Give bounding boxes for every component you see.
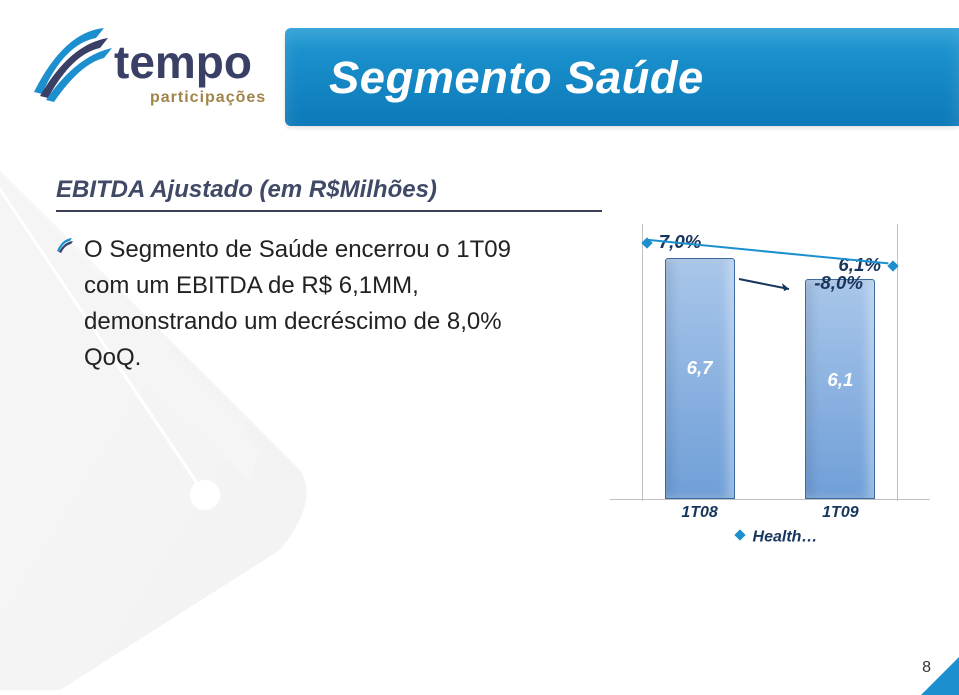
chart-change-label: -8,0%	[735, 272, 863, 294]
subtitle-block: EBITDA Ajustado (em R$Milhões)	[56, 176, 602, 212]
chart-x-labels: 1T08 1T09	[610, 504, 930, 526]
pen-nib-watermark	[0, 150, 360, 690]
diamond-icon	[886, 259, 900, 273]
chart-percent-label: 7,0%	[659, 231, 702, 252]
banner-title: Segmento Saúde	[285, 28, 959, 104]
chart-legend-text: Health…	[753, 529, 818, 546]
pen-nib-svg	[0, 150, 360, 690]
chart-change-value: -8,0%	[814, 272, 863, 293]
chart-x-label: 1T09	[800, 504, 880, 522]
ebitda-bar-chart: 6,7 6,1 7,0% 6,1% -8,0% 1T08 1T09	[610, 220, 930, 550]
chart-bar-value: 6,1	[806, 369, 874, 391]
chart-percent-marker: 7,0%	[640, 231, 702, 253]
subtitle-rule	[56, 210, 602, 212]
logo-main-text: tempo	[114, 36, 252, 88]
chart-bar-value: 6,7	[666, 357, 734, 379]
body-text: O Segmento de Saúde encerrou o 1T09 com …	[84, 232, 556, 376]
body-block: O Segmento de Saúde encerrou o 1T09 com …	[56, 232, 556, 376]
title-banner: Segmento Saúde	[285, 28, 959, 126]
down-arrow-icon	[735, 275, 805, 293]
chart-tick	[642, 495, 643, 501]
chart-axis-tick-left	[642, 224, 643, 499]
logo-sub-text: participações	[150, 89, 266, 106]
subtitle-text: EBITDA Ajustado (em R$Milhões)	[56, 176, 602, 204]
diamond-icon	[640, 236, 654, 250]
bullet-swoosh-icon	[56, 236, 74, 259]
chart-legend: Health…	[610, 528, 930, 547]
chart-plot-area: 6,7 6,1 7,0% 6,1% -8,0%	[610, 230, 930, 500]
chart-x-label: 1T08	[660, 504, 740, 522]
chart-tick	[897, 495, 898, 501]
chart-bar: 6,1	[805, 279, 875, 499]
diamond-icon	[733, 528, 747, 547]
chart-bar: 6,7	[665, 258, 735, 499]
tempo-logo: tempo participações	[30, 16, 280, 126]
page-number: 8	[922, 659, 931, 677]
